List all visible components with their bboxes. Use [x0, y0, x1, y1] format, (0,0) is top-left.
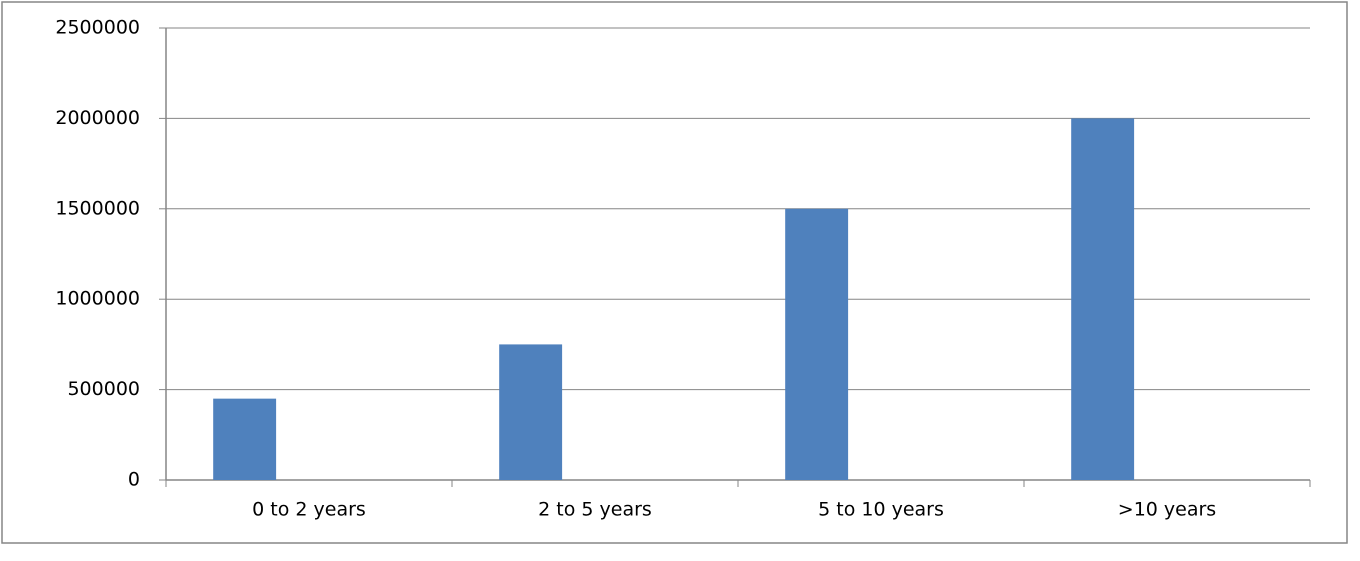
y-tick-label: 1000000: [55, 288, 140, 310]
x-tick-label: 2 to 5 years: [538, 499, 652, 521]
y-tick-label: 2000000: [55, 107, 140, 129]
bar: [213, 398, 277, 480]
y-tick-label: 0: [128, 469, 140, 491]
y-tick-label: 2500000: [55, 17, 140, 39]
chart-border: [1, 1, 1348, 544]
x-tick-label: >10 years: [1118, 499, 1216, 521]
y-tick-label: 500000: [67, 378, 140, 400]
x-tick-label: 5 to 10 years: [818, 499, 944, 521]
y-tick-label: 1500000: [55, 197, 140, 219]
bar: [785, 208, 849, 481]
bar: [499, 344, 563, 480]
bar: [1071, 118, 1135, 481]
x-tick-label: 0 to 2 years: [252, 499, 366, 521]
